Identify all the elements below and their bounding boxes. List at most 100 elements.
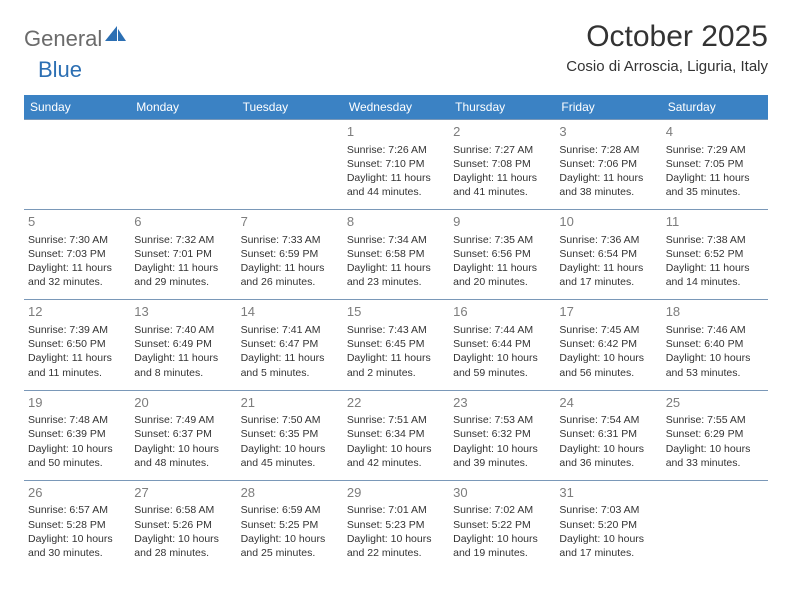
calendar-cell: 23Sunrise: 7:53 AMSunset: 6:32 PMDayligh…	[449, 390, 555, 480]
daylight-text: Daylight: 10 hours and 33 minutes.	[666, 442, 764, 470]
daylight-text: Daylight: 10 hours and 25 minutes.	[241, 532, 339, 560]
sunrise-text: Sunrise: 6:57 AM	[28, 503, 126, 517]
day-number: 26	[28, 484, 126, 502]
logo-text-blue: Blue	[38, 57, 82, 83]
daylight-text: Daylight: 11 hours and 11 minutes.	[28, 351, 126, 379]
calendar-cell: 26Sunrise: 6:57 AMSunset: 5:28 PMDayligh…	[24, 480, 130, 570]
sunset-text: Sunset: 6:44 PM	[453, 337, 551, 351]
day-number: 1	[347, 123, 445, 141]
calendar-cell: 9Sunrise: 7:35 AMSunset: 6:56 PMDaylight…	[449, 210, 555, 300]
day-number: 14	[241, 303, 339, 321]
location-text: Cosio di Arroscia, Liguria, Italy	[566, 58, 768, 75]
sunrise-text: Sunrise: 6:59 AM	[241, 503, 339, 517]
daylight-text: Daylight: 10 hours and 56 minutes.	[559, 351, 657, 379]
day-number: 2	[453, 123, 551, 141]
daylight-text: Daylight: 11 hours and 26 minutes.	[241, 261, 339, 289]
day-number: 25	[666, 394, 764, 412]
sunset-text: Sunset: 6:59 PM	[241, 247, 339, 261]
daylight-text: Daylight: 10 hours and 28 minutes.	[134, 532, 232, 560]
sunset-text: Sunset: 6:47 PM	[241, 337, 339, 351]
day-header: Wednesday	[343, 95, 449, 120]
sunset-text: Sunset: 7:05 PM	[666, 157, 764, 171]
day-number: 9	[453, 213, 551, 231]
sunrise-text: Sunrise: 7:48 AM	[28, 413, 126, 427]
calendar-cell: 4Sunrise: 7:29 AMSunset: 7:05 PMDaylight…	[662, 120, 768, 210]
sunrise-text: Sunrise: 7:40 AM	[134, 323, 232, 337]
sunset-text: Sunset: 6:32 PM	[453, 427, 551, 441]
day-header: Monday	[130, 95, 236, 120]
calendar-cell: 6Sunrise: 7:32 AMSunset: 7:01 PMDaylight…	[130, 210, 236, 300]
sunrise-text: Sunrise: 7:27 AM	[453, 143, 551, 157]
calendar-cell: 14Sunrise: 7:41 AMSunset: 6:47 PMDayligh…	[237, 300, 343, 390]
sunset-text: Sunset: 6:56 PM	[453, 247, 551, 261]
sunset-text: Sunset: 5:22 PM	[453, 518, 551, 532]
sunset-text: Sunset: 6:39 PM	[28, 427, 126, 441]
day-number: 29	[347, 484, 445, 502]
day-number: 18	[666, 303, 764, 321]
calendar-cell: 1Sunrise: 7:26 AMSunset: 7:10 PMDaylight…	[343, 120, 449, 210]
calendar-cell: 31Sunrise: 7:03 AMSunset: 5:20 PMDayligh…	[555, 480, 661, 570]
daylight-text: Daylight: 11 hours and 2 minutes.	[347, 351, 445, 379]
calendar-cell: 17Sunrise: 7:45 AMSunset: 6:42 PMDayligh…	[555, 300, 661, 390]
sunrise-text: Sunrise: 7:43 AM	[347, 323, 445, 337]
day-number: 27	[134, 484, 232, 502]
logo: General	[24, 26, 129, 52]
sunset-text: Sunset: 7:01 PM	[134, 247, 232, 261]
daylight-text: Daylight: 10 hours and 59 minutes.	[453, 351, 551, 379]
sunset-text: Sunset: 5:28 PM	[28, 518, 126, 532]
daylight-text: Daylight: 11 hours and 29 minutes.	[134, 261, 232, 289]
sunset-text: Sunset: 5:26 PM	[134, 518, 232, 532]
day-number: 30	[453, 484, 551, 502]
sunrise-text: Sunrise: 7:01 AM	[347, 503, 445, 517]
calendar-cell: 5Sunrise: 7:30 AMSunset: 7:03 PMDaylight…	[24, 210, 130, 300]
sunset-text: Sunset: 7:06 PM	[559, 157, 657, 171]
sunset-text: Sunset: 6:50 PM	[28, 337, 126, 351]
sunset-text: Sunset: 6:54 PM	[559, 247, 657, 261]
calendar-cell: 7Sunrise: 7:33 AMSunset: 6:59 PMDaylight…	[237, 210, 343, 300]
sunset-text: Sunset: 7:03 PM	[28, 247, 126, 261]
calendar-row: 1Sunrise: 7:26 AMSunset: 7:10 PMDaylight…	[24, 120, 768, 210]
sunrise-text: Sunrise: 6:58 AM	[134, 503, 232, 517]
sunrise-text: Sunrise: 7:32 AM	[134, 233, 232, 247]
sunrise-text: Sunrise: 7:44 AM	[453, 323, 551, 337]
calendar-cell: 2Sunrise: 7:27 AMSunset: 7:08 PMDaylight…	[449, 120, 555, 210]
daylight-text: Daylight: 10 hours and 22 minutes.	[347, 532, 445, 560]
sunset-text: Sunset: 6:45 PM	[347, 337, 445, 351]
daylight-text: Daylight: 10 hours and 48 minutes.	[134, 442, 232, 470]
logo-text-general: General	[24, 26, 102, 52]
day-number: 4	[666, 123, 764, 141]
calendar-cell: 3Sunrise: 7:28 AMSunset: 7:06 PMDaylight…	[555, 120, 661, 210]
sunrise-text: Sunrise: 7:33 AM	[241, 233, 339, 247]
sunrise-text: Sunrise: 7:39 AM	[28, 323, 126, 337]
daylight-text: Daylight: 10 hours and 17 minutes.	[559, 532, 657, 560]
day-number: 19	[28, 394, 126, 412]
sunrise-text: Sunrise: 7:30 AM	[28, 233, 126, 247]
sunrise-text: Sunrise: 7:46 AM	[666, 323, 764, 337]
calendar-cell: 25Sunrise: 7:55 AMSunset: 6:29 PMDayligh…	[662, 390, 768, 480]
sunset-text: Sunset: 6:58 PM	[347, 247, 445, 261]
calendar-cell: 30Sunrise: 7:02 AMSunset: 5:22 PMDayligh…	[449, 480, 555, 570]
daylight-text: Daylight: 11 hours and 44 minutes.	[347, 171, 445, 199]
sunset-text: Sunset: 5:20 PM	[559, 518, 657, 532]
sunrise-text: Sunrise: 7:26 AM	[347, 143, 445, 157]
day-number: 12	[28, 303, 126, 321]
calendar-cell: 24Sunrise: 7:54 AMSunset: 6:31 PMDayligh…	[555, 390, 661, 480]
day-number: 24	[559, 394, 657, 412]
day-header: Thursday	[449, 95, 555, 120]
calendar-row: 19Sunrise: 7:48 AMSunset: 6:39 PM Dayligh…	[24, 390, 768, 480]
daylight-text: Daylight: 11 hours and 14 minutes.	[666, 261, 764, 289]
sunset-text: Sunset: 6:49 PM	[134, 337, 232, 351]
calendar-cell	[130, 120, 236, 210]
sunrise-text: Sunrise: 7:28 AM	[559, 143, 657, 157]
day-header-row: Sunday Monday Tuesday Wednesday Thursday…	[24, 95, 768, 120]
sunset-text: Sunset: 7:08 PM	[453, 157, 551, 171]
daylight-text: Daylight: 10 hours and 42 minutes.	[347, 442, 445, 470]
sunrise-text: Sunrise: 7:35 AM	[453, 233, 551, 247]
day-number: 23	[453, 394, 551, 412]
sunrise-text: Sunrise: 7:53 AM	[453, 413, 551, 427]
daylight-text: Daylight: 11 hours and 17 minutes.	[559, 261, 657, 289]
calendar-cell: 16Sunrise: 7:44 AMSunset: 6:44 PMDayligh…	[449, 300, 555, 390]
calendar-cell: 27Sunrise: 6:58 AMSunset: 5:26 PMDayligh…	[130, 480, 236, 570]
calendar-cell: 8Sunrise: 7:34 AMSunset: 6:58 PMDaylight…	[343, 210, 449, 300]
daylight-text: Daylight: 10 hours and 39 minutes.	[453, 442, 551, 470]
